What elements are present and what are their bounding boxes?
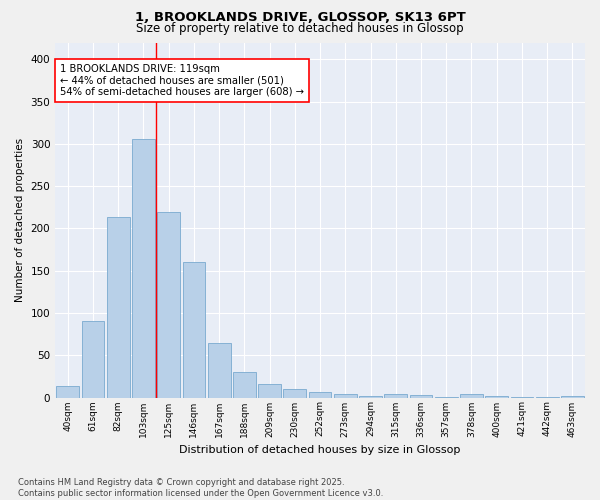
Text: Contains HM Land Registry data © Crown copyright and database right 2025.
Contai: Contains HM Land Registry data © Crown c… [18, 478, 383, 498]
Bar [385, 394, 407, 398]
Bar [511, 396, 533, 398]
Bar [561, 396, 584, 398]
Bar [460, 394, 483, 398]
Bar [334, 394, 356, 398]
Text: 1, BROOKLANDS DRIVE, GLOSSOP, SK13 6PT: 1, BROOKLANDS DRIVE, GLOSSOP, SK13 6PT [134, 11, 466, 24]
Bar [410, 395, 433, 398]
Bar [536, 396, 559, 398]
Bar [132, 139, 155, 398]
Bar [435, 396, 458, 398]
Bar [485, 396, 508, 398]
Bar [82, 322, 104, 398]
Bar [309, 392, 331, 398]
Bar [56, 386, 79, 398]
Text: 1 BROOKLANDS DRIVE: 119sqm
← 44% of detached houses are smaller (501)
54% of sem: 1 BROOKLANDS DRIVE: 119sqm ← 44% of deta… [61, 64, 304, 97]
Bar [283, 389, 306, 398]
Bar [182, 262, 205, 398]
Bar [157, 212, 180, 398]
Bar [359, 396, 382, 398]
Bar [258, 384, 281, 398]
Bar [208, 344, 230, 398]
Bar [107, 218, 130, 398]
Y-axis label: Number of detached properties: Number of detached properties [15, 138, 25, 302]
Text: Size of property relative to detached houses in Glossop: Size of property relative to detached ho… [136, 22, 464, 35]
X-axis label: Distribution of detached houses by size in Glossop: Distribution of detached houses by size … [179, 445, 461, 455]
Bar [233, 372, 256, 398]
